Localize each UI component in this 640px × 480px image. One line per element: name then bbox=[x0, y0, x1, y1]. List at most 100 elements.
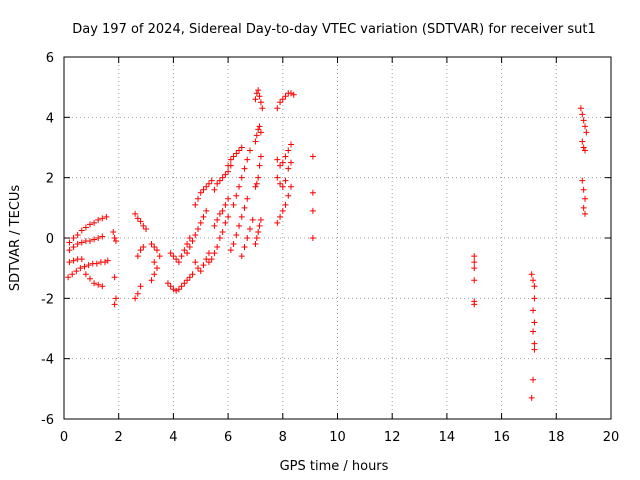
data-point bbox=[582, 147, 589, 154]
axis-ticks: 0 2 4 6 8 10 12 14 16 18 20 -6 -4 -2 0 2 4 6 bbox=[41, 51, 619, 445]
data-point bbox=[309, 153, 316, 160]
data-point bbox=[531, 295, 538, 302]
data-point bbox=[531, 283, 538, 290]
data-point bbox=[528, 394, 535, 401]
data-point bbox=[175, 259, 182, 266]
data-point bbox=[236, 183, 243, 190]
data-point bbox=[200, 262, 207, 269]
data-point bbox=[208, 256, 215, 263]
data-point bbox=[102, 259, 109, 266]
data-point bbox=[111, 274, 118, 281]
data-points bbox=[65, 87, 590, 401]
data-point bbox=[73, 268, 80, 275]
data-point bbox=[78, 227, 85, 234]
data-point bbox=[85, 262, 92, 269]
data-point bbox=[205, 180, 212, 187]
data-point bbox=[288, 90, 295, 97]
y-axis-label: SDTVAR / TECUs bbox=[8, 185, 23, 292]
data-point bbox=[219, 174, 226, 181]
y-tick-label: 2 bbox=[46, 172, 54, 187]
data-point bbox=[82, 271, 89, 278]
data-point bbox=[205, 250, 212, 257]
data-point bbox=[282, 177, 289, 184]
data-point bbox=[309, 235, 316, 241]
data-point bbox=[259, 105, 266, 112]
data-point bbox=[580, 144, 587, 151]
data-point bbox=[230, 153, 237, 160]
data-point bbox=[253, 90, 260, 97]
data-point bbox=[211, 222, 218, 229]
data-point bbox=[277, 213, 284, 220]
y-tick-label: 0 bbox=[46, 232, 54, 247]
data-point bbox=[86, 221, 93, 228]
data-point bbox=[279, 96, 286, 103]
data-point bbox=[580, 186, 587, 193]
data-point bbox=[530, 376, 537, 383]
data-point bbox=[309, 189, 316, 196]
data-point bbox=[178, 283, 185, 290]
y-tick-label: 6 bbox=[46, 51, 54, 66]
data-point bbox=[256, 162, 263, 169]
data-point bbox=[132, 295, 139, 302]
data-point bbox=[238, 213, 245, 220]
data-point bbox=[279, 183, 286, 190]
data-point bbox=[244, 195, 251, 202]
data-point bbox=[211, 250, 218, 257]
data-point bbox=[137, 247, 144, 254]
data-point bbox=[282, 201, 289, 208]
data-point bbox=[230, 241, 237, 248]
data-point bbox=[530, 277, 537, 284]
data-point bbox=[91, 219, 98, 226]
y-tick-label: -6 bbox=[41, 413, 54, 428]
data-point bbox=[252, 138, 259, 145]
data-point bbox=[277, 180, 284, 187]
data-point bbox=[274, 156, 281, 163]
data-point bbox=[471, 277, 478, 284]
data-point bbox=[577, 105, 584, 112]
data-point bbox=[277, 99, 284, 106]
data-point bbox=[99, 233, 106, 240]
data-point bbox=[236, 222, 243, 229]
data-point bbox=[274, 174, 281, 181]
data-point bbox=[309, 207, 316, 214]
data-point bbox=[111, 301, 118, 308]
data-point bbox=[256, 123, 263, 130]
data-point bbox=[241, 165, 248, 172]
x-tick-label: 14 bbox=[439, 430, 456, 445]
data-point bbox=[66, 259, 73, 266]
data-point bbox=[66, 247, 73, 254]
data-point bbox=[249, 216, 256, 223]
data-point bbox=[91, 280, 98, 287]
data-point bbox=[216, 210, 223, 217]
data-point bbox=[214, 216, 221, 223]
data-point bbox=[205, 259, 212, 266]
data-point bbox=[285, 192, 292, 199]
data-point bbox=[137, 283, 144, 290]
data-point bbox=[241, 244, 248, 251]
chart-title: Day 197 of 2024, Sidereal Day-to-day VTE… bbox=[72, 22, 596, 37]
data-point bbox=[181, 247, 188, 254]
data-point bbox=[110, 228, 117, 235]
data-point bbox=[153, 247, 160, 254]
data-point bbox=[189, 271, 196, 278]
data-point bbox=[170, 253, 177, 260]
data-point bbox=[70, 244, 77, 251]
data-point bbox=[253, 235, 260, 241]
x-tick-label: 2 bbox=[115, 430, 123, 445]
data-point bbox=[203, 207, 210, 214]
data-point bbox=[238, 144, 245, 151]
data-point bbox=[225, 162, 232, 169]
data-point bbox=[189, 238, 196, 245]
x-tick-label: 12 bbox=[384, 430, 401, 445]
data-point bbox=[582, 210, 589, 217]
data-point bbox=[99, 283, 106, 290]
data-point bbox=[111, 235, 118, 241]
x-tick-label: 8 bbox=[279, 430, 287, 445]
data-point bbox=[279, 207, 286, 214]
data-point bbox=[274, 219, 281, 226]
data-point bbox=[153, 265, 160, 272]
data-point bbox=[579, 177, 586, 184]
data-point bbox=[77, 265, 84, 272]
data-point bbox=[238, 174, 245, 181]
